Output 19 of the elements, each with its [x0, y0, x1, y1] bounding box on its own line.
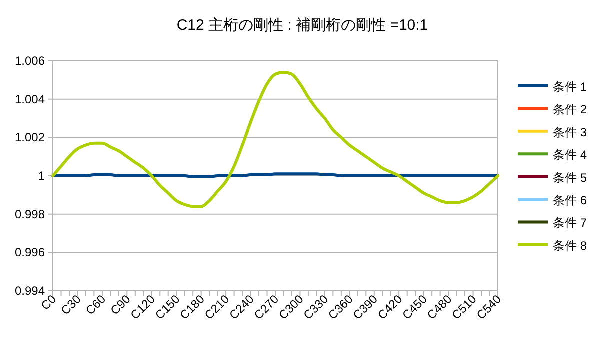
y-tick-label: 1.004 [14, 92, 46, 106]
legend-label: 条件 1 [553, 80, 588, 94]
x-tick-label: C30 [58, 292, 84, 318]
legend-label: 条件 6 [553, 194, 588, 208]
legend-label: 条件 4 [553, 148, 588, 162]
legend-label: 条件 3 [553, 125, 588, 140]
y-tick-label: 1.002 [14, 130, 46, 145]
x-tick-label: C60 [83, 292, 109, 318]
y-tick-label: 1.006 [14, 54, 46, 68]
y-tick-label: 0.996 [14, 246, 46, 260]
chart-title: C12 主桁の剛性 : 補剛桁の剛性 =10:1 [176, 17, 428, 34]
y-tick-label: 1 [38, 169, 46, 183]
legend-label: 条件 8 [553, 238, 588, 253]
legend-label: 条件 2 [553, 102, 588, 117]
line-series [52, 71, 500, 208]
y-tick-label: 0.998 [14, 207, 46, 222]
legend-label: 条件 7 [553, 216, 588, 230]
legend-label: 条件 5 [553, 170, 588, 185]
y-tick-label: 0.994 [14, 284, 46, 298]
